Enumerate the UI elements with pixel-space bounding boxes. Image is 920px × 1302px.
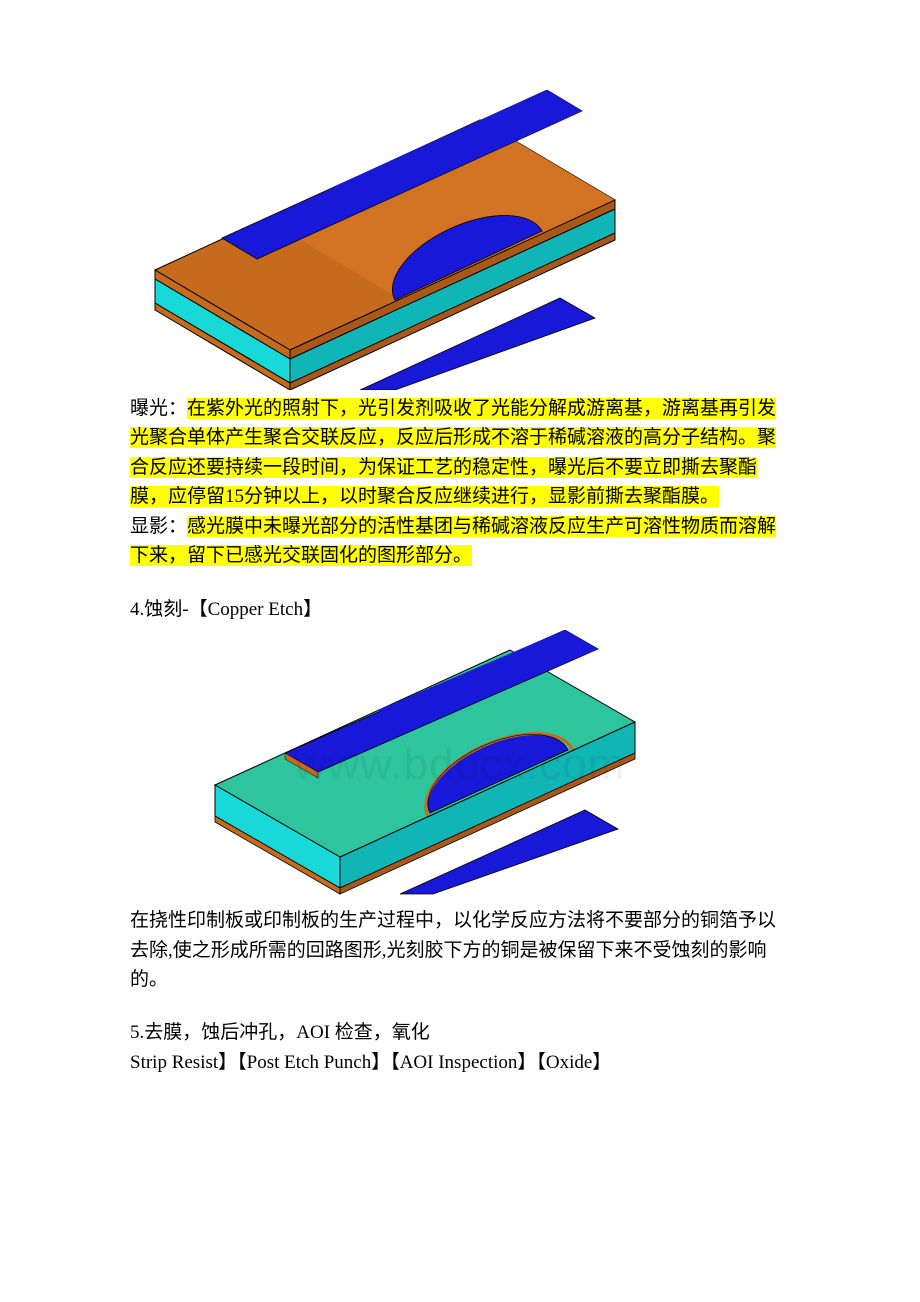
exposure-highlight: 在紫外光的照射下，光引发剂吸收了光能分解成游离基，游离基再引发光聚合单体产生聚合… bbox=[130, 398, 776, 507]
section-4-title: 4.蚀刻-【Copper Etch】 bbox=[130, 595, 790, 624]
section-5-subtitle: Strip Resist】【Post Etch Punch】【AOI Inspe… bbox=[130, 1048, 790, 1077]
diagram-etch: www.bdocx.com bbox=[130, 630, 790, 900]
section-5-title: 5.去膜，蚀后冲孔，AOI 检查，氧化 bbox=[130, 1018, 790, 1047]
exposure-label: 曝光： bbox=[130, 398, 187, 419]
pcb-exposure-svg bbox=[130, 90, 620, 390]
paragraph-etch: 在挠性印制板或印制板的生产过程中，以化学反应方法将不要部分的铜箔予以去除,使之形… bbox=[130, 906, 790, 994]
paragraph-exposure: 曝光：在紫外光的照射下，光引发剂吸收了光能分解成游离基，游离基再引发光聚合单体产… bbox=[130, 394, 790, 512]
develop-highlight: 感光膜中未曝光部分的活性基团与稀碱溶液反应生产可溶性物质而溶解下来，留下已感光交… bbox=[130, 516, 776, 566]
diagram-exposure bbox=[130, 90, 790, 390]
paragraph-develop: 显影：感光膜中未曝光部分的活性基团与稀碱溶液反应生产可溶性物质而溶解下来，留下已… bbox=[130, 512, 790, 571]
pcb-etch-svg bbox=[190, 630, 680, 900]
develop-label: 显影： bbox=[130, 516, 187, 537]
